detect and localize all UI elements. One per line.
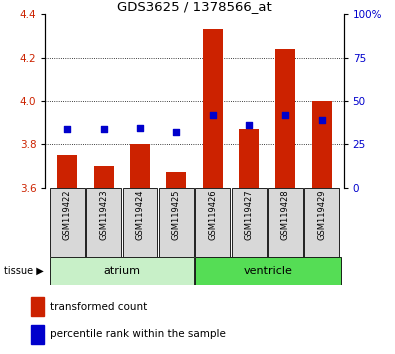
Bar (275, 49, 295, 188)
Bar (312, 101, 332, 188)
Text: atrium: atrium (103, 266, 140, 276)
Bar (231, 188, 267, 257)
Point (137, 125, 143, 131)
Text: ventricle: ventricle (244, 266, 292, 276)
Bar (159, 188, 194, 257)
Bar (31, 297, 44, 316)
Text: tissue ▶: tissue ▶ (4, 266, 44, 276)
Point (100, 126, 107, 132)
Point (246, 122, 252, 127)
Bar (50, 188, 85, 257)
Bar (195, 257, 341, 285)
Bar (130, 144, 150, 188)
Text: GSM119427: GSM119427 (245, 190, 254, 240)
Text: GSM119429: GSM119429 (317, 190, 326, 240)
Bar (86, 188, 121, 257)
Bar (122, 188, 158, 257)
Bar (50, 257, 194, 285)
Bar (57, 155, 77, 188)
Bar (195, 188, 230, 257)
Text: GSM119428: GSM119428 (281, 190, 290, 240)
Title: GDS3625 / 1378566_at: GDS3625 / 1378566_at (117, 0, 272, 13)
Text: GSM119422: GSM119422 (63, 190, 72, 240)
Point (319, 118, 325, 123)
Bar (94, 166, 114, 188)
Text: transformed count: transformed count (50, 302, 147, 312)
Bar (305, 188, 339, 257)
Bar (239, 129, 259, 188)
Text: GSM119426: GSM119426 (208, 190, 217, 240)
Point (210, 112, 216, 118)
Text: GSM119423: GSM119423 (99, 190, 108, 240)
Point (173, 130, 179, 135)
Text: percentile rank within the sample: percentile rank within the sample (50, 329, 226, 339)
Bar (166, 172, 186, 188)
Text: GSM119424: GSM119424 (135, 190, 145, 240)
Point (64, 126, 70, 132)
Bar (268, 188, 303, 257)
Bar (31, 325, 44, 344)
Point (282, 112, 289, 118)
Bar (203, 29, 223, 188)
Text: GSM119425: GSM119425 (172, 190, 181, 240)
